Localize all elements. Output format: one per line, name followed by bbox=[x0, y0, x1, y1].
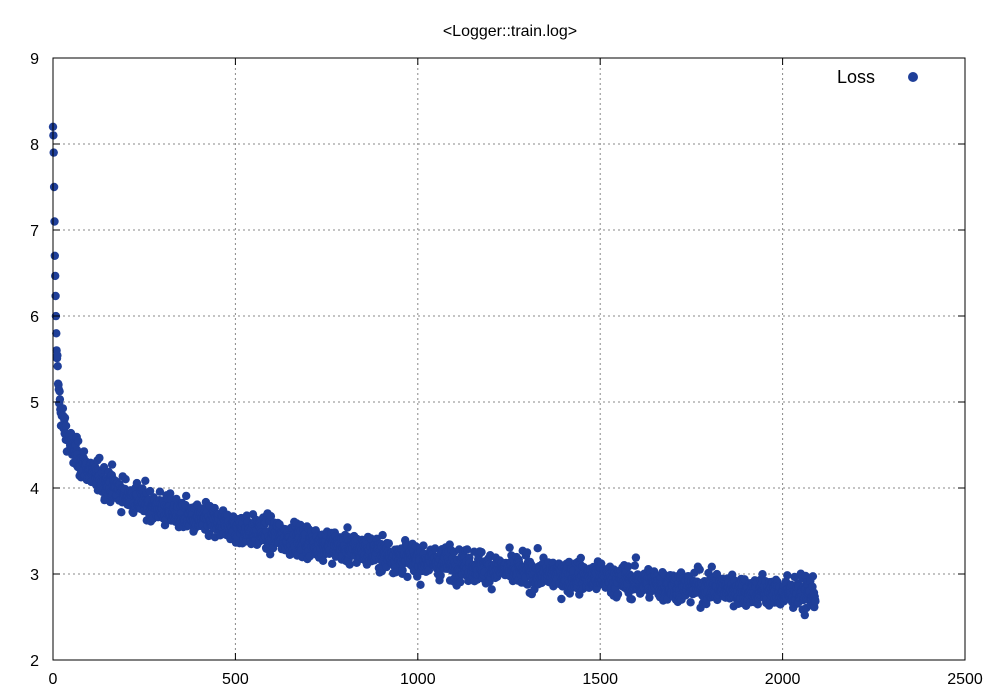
data-point bbox=[328, 559, 337, 568]
data-point bbox=[790, 572, 799, 582]
data-point bbox=[811, 597, 820, 606]
data-point bbox=[51, 271, 60, 281]
data-point bbox=[436, 571, 445, 580]
axis-ticks: 0 500 1000 1500 2000 2500 2 3 4 5 6 7 8 9 bbox=[30, 51, 983, 688]
y-tick-label: 2 bbox=[30, 653, 39, 670]
data-point bbox=[132, 478, 142, 488]
data-point bbox=[522, 548, 532, 557]
x-tick-label: 500 bbox=[222, 671, 249, 688]
data-point bbox=[182, 491, 191, 501]
data-point bbox=[456, 577, 465, 587]
data-point bbox=[391, 568, 400, 577]
data-point bbox=[107, 460, 117, 469]
data-point bbox=[49, 148, 58, 157]
data-point bbox=[624, 562, 633, 571]
data-point bbox=[50, 251, 59, 260]
data-point bbox=[141, 476, 150, 485]
data-point bbox=[343, 523, 352, 532]
data-point bbox=[704, 568, 713, 578]
data-point bbox=[533, 544, 542, 553]
data-point bbox=[61, 421, 71, 430]
data-point bbox=[505, 543, 514, 552]
y-tick-label: 4 bbox=[30, 481, 39, 498]
data-point bbox=[345, 560, 354, 569]
data-point bbox=[758, 570, 767, 579]
data-point bbox=[95, 453, 104, 463]
data-point bbox=[311, 526, 320, 535]
data-point bbox=[121, 475, 130, 484]
data-point bbox=[318, 556, 328, 565]
data-point bbox=[613, 589, 623, 599]
data-point bbox=[576, 553, 585, 563]
data-point bbox=[800, 610, 809, 620]
data-point bbox=[403, 572, 412, 582]
x-tick-label: 2000 bbox=[765, 671, 801, 688]
data-point bbox=[783, 571, 792, 580]
x-tick-label: 1500 bbox=[582, 671, 618, 688]
data-point bbox=[384, 539, 393, 548]
data-point bbox=[707, 562, 716, 571]
data-point bbox=[74, 436, 83, 446]
data-point bbox=[564, 557, 574, 567]
data-point bbox=[695, 565, 704, 574]
data-point bbox=[430, 544, 440, 553]
data-point bbox=[55, 395, 65, 404]
data-point bbox=[416, 580, 425, 589]
data-point bbox=[378, 530, 387, 540]
data-point bbox=[477, 547, 486, 557]
data-point bbox=[463, 545, 472, 554]
data-point bbox=[686, 598, 695, 607]
data-point bbox=[266, 512, 276, 521]
y-tick-label: 5 bbox=[30, 395, 39, 412]
legend-marker-loss bbox=[908, 72, 918, 82]
data-point bbox=[398, 566, 407, 575]
loss-points bbox=[48, 122, 820, 620]
data-point bbox=[49, 182, 59, 192]
data-point bbox=[145, 486, 155, 496]
data-point bbox=[419, 541, 428, 550]
data-point bbox=[557, 594, 566, 604]
y-tick-label: 7 bbox=[30, 223, 39, 240]
data-point bbox=[117, 508, 126, 517]
data-point bbox=[58, 404, 68, 413]
data-point bbox=[60, 413, 70, 422]
chart-title: <Logger::train.log> bbox=[443, 23, 577, 40]
data-point bbox=[53, 362, 62, 371]
data-point bbox=[52, 329, 61, 338]
y-tick-label: 9 bbox=[30, 51, 39, 68]
x-tick-label: 2500 bbox=[947, 671, 983, 688]
data-point bbox=[627, 595, 636, 604]
data-point bbox=[487, 585, 496, 594]
data-point bbox=[53, 351, 62, 360]
legend-label-loss: Loss bbox=[837, 67, 875, 87]
data-point bbox=[55, 387, 64, 396]
x-tick-label: 0 bbox=[49, 671, 58, 688]
x-tick-label: 1000 bbox=[400, 671, 436, 688]
legend: Loss bbox=[837, 67, 918, 87]
data-point bbox=[808, 572, 818, 581]
plot-frame bbox=[52, 57, 966, 661]
data-point bbox=[630, 561, 639, 570]
data-point bbox=[50, 217, 59, 226]
data-point bbox=[79, 447, 89, 456]
y-tick-label: 3 bbox=[30, 567, 39, 584]
data-point bbox=[155, 487, 165, 496]
y-tick-label: 8 bbox=[30, 137, 39, 154]
data-point bbox=[631, 553, 641, 562]
data-point bbox=[645, 593, 654, 602]
y-tick-label: 6 bbox=[30, 309, 39, 326]
